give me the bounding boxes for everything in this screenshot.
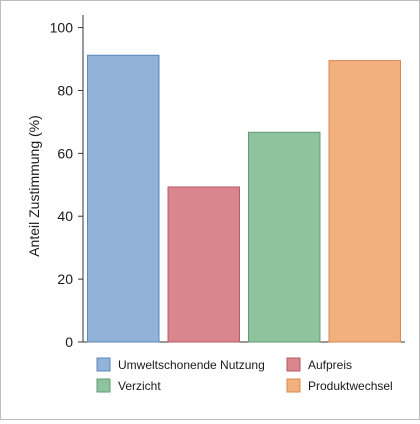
y-tick-label: 80 bbox=[57, 82, 73, 98]
bars bbox=[87, 54, 401, 343]
bar bbox=[248, 131, 321, 343]
legend-label: Produktwechsel bbox=[308, 379, 393, 393]
y-tick-label: 100 bbox=[50, 20, 74, 36]
y-tick-label: 60 bbox=[57, 145, 73, 161]
bar bbox=[328, 60, 401, 343]
legend-swatch bbox=[96, 357, 111, 372]
legend-swatch bbox=[286, 378, 301, 393]
bar bbox=[167, 186, 240, 343]
legend-swatch bbox=[286, 357, 301, 372]
y-axis-title: Anteil Zustimmung (%) bbox=[26, 115, 42, 257]
y-tick-label: 20 bbox=[57, 271, 73, 287]
legend-label: Umweltschonende Nutzung bbox=[118, 358, 265, 372]
legend-swatch bbox=[96, 378, 111, 393]
y-tick-label: 0 bbox=[65, 334, 73, 350]
axes: 0 20 40 60 80 100 bbox=[50, 15, 405, 350]
legend: Umweltschonende Nutzung Aufpreis Verzicht P… bbox=[96, 357, 393, 393]
bar bbox=[87, 54, 160, 343]
legend-label: Aufpreis bbox=[308, 358, 352, 372]
legend-label: Verzicht bbox=[118, 379, 161, 393]
y-tick-label: 40 bbox=[57, 208, 73, 224]
